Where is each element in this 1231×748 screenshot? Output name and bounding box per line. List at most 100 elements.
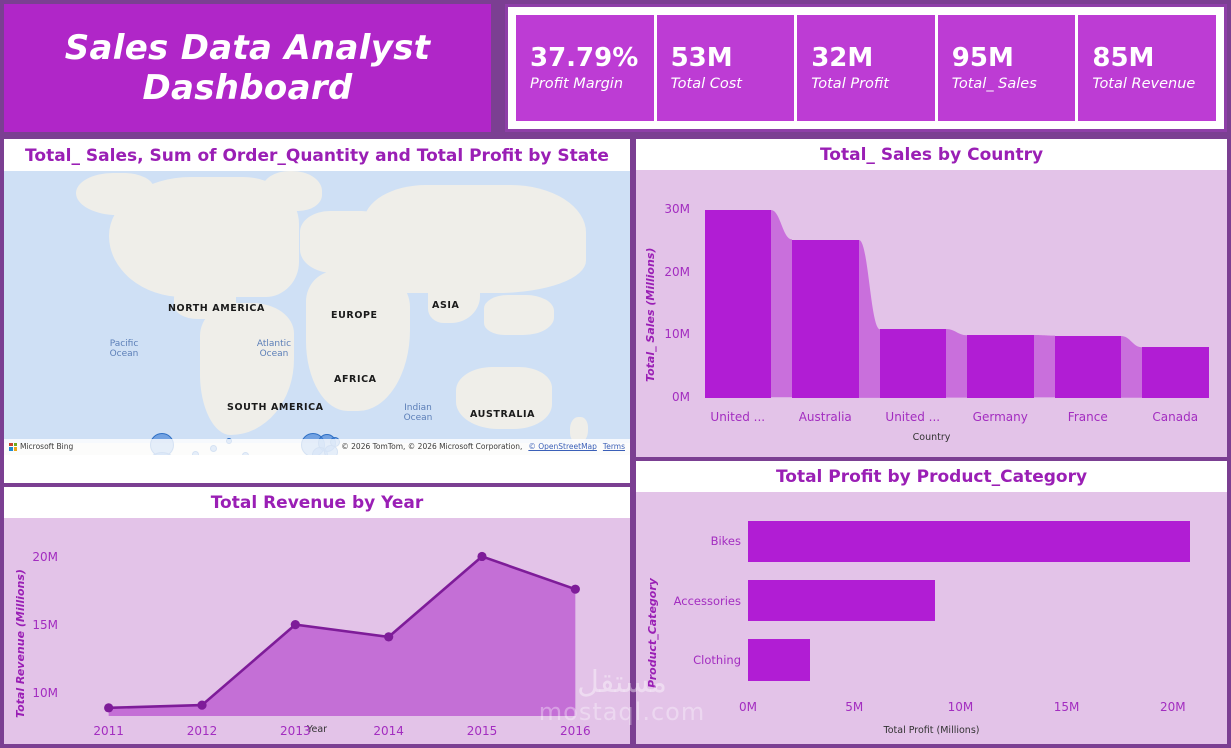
kpi-card-total-cost[interactable]: 53M Total Cost: [656, 15, 798, 121]
land-australia: [456, 366, 552, 429]
map-label-south-america: SOUTH AMERICA: [227, 401, 324, 413]
map-panel-title: Total_ Sales, Sum of Order_Quantity and …: [4, 139, 630, 171]
country-y-tick: 10M: [664, 327, 690, 342]
revenue-point[interactable]: [104, 702, 114, 713]
land-africa: [306, 270, 410, 411]
page-title-line-2: Dashboard: [142, 68, 353, 108]
category-x-tick: 10M: [947, 699, 974, 714]
kpi-value: 95M: [951, 42, 1014, 73]
map-label-africa: AFRICA: [334, 373, 377, 385]
kpi-strip: 37.79% Profit Margin 53M Total Cost 32M …: [516, 15, 1216, 121]
map-label-asia: ASIA: [432, 299, 460, 311]
country-x-tick: Australia: [798, 409, 852, 424]
country-chart-plot[interactable]: Total_ Sales (Millions) Country 0M 10M 20M…: [636, 169, 1227, 457]
revenue-point[interactable]: [384, 632, 394, 642]
map-panel[interactable]: Total_ Sales, Sum of Order_Quantity and …: [4, 139, 630, 483]
kpi-card-total-revenue[interactable]: 85M Total Revenue: [1078, 15, 1216, 121]
revenue-chart-plot[interactable]: Total Revenue (Millions) Year 10M 15M 20M 2…: [4, 517, 630, 744]
land-india: [428, 274, 480, 323]
country-x-tick: France: [1067, 409, 1108, 424]
page-title-line-1: Sales Data Analyst: [64, 27, 431, 68]
profit-by-category-panel[interactable]: Total Profit by Product_Category Product…: [636, 461, 1227, 744]
ocean-name-atlantic-2: Ocean: [259, 349, 289, 360]
revenue-x-tick: 2011: [93, 723, 124, 738]
revenue-point[interactable]: [477, 551, 487, 561]
category-x-tick: 5M: [845, 699, 864, 714]
category-x-tick: 15M: [1053, 699, 1080, 714]
kpi-label: Total Profit: [811, 75, 889, 92]
ocean-name-indian: Indian: [404, 402, 432, 413]
country-bar[interactable]: [1142, 347, 1209, 398]
map-label-pacific-ocean: Pacific Ocean: [100, 339, 148, 360]
country-ribbon: [858, 239, 880, 398]
bing-logo-text: Microsoft Bing: [20, 442, 74, 452]
country-x-tick: Germany: [972, 409, 1028, 424]
bing-squares-icon: [9, 442, 17, 451]
country-ribbon: [946, 329, 967, 398]
revenue-point[interactable]: [290, 619, 300, 629]
bing-logo[interactable]: Microsoft Bing: [9, 442, 73, 451]
revenue-point[interactable]: [570, 584, 580, 594]
kpi-card-total-sales[interactable]: 95M Total_ Sales: [937, 15, 1079, 121]
category-y-tick: Accessories: [673, 593, 741, 608]
category-chart-plot[interactable]: Product_Category Total Profit (Millions)…: [636, 491, 1227, 744]
country-x-axis-label: Country: [912, 431, 951, 443]
category-bar[interactable]: [748, 639, 810, 681]
category-chart-title: Total Profit by Product_Category: [636, 461, 1227, 492]
map-label-north-america: NORTH AMERICA: [168, 302, 265, 314]
kpi-label: Total_ Sales: [951, 75, 1037, 92]
revenue-x-tick: 2016: [560, 723, 591, 738]
country-y-tick: 30M: [664, 202, 690, 217]
country-bar[interactable]: [792, 239, 859, 398]
revenue-x-axis-label: Year: [306, 723, 328, 735]
land-south-america: [200, 302, 294, 435]
kpi-card-total-profit[interactable]: 32M Total Profit: [797, 15, 938, 121]
revenue-line-svg: [104, 551, 580, 716]
country-bar[interactable]: [1054, 335, 1121, 398]
land-alaska: [76, 172, 154, 215]
kpi-value: 37.79%: [530, 42, 639, 73]
category-bar[interactable]: [748, 579, 935, 622]
map-canvas[interactable]: NORTH AMERICA EUROPE ASIA AFRICA SOUTH A…: [4, 170, 630, 455]
country-x-tick: United ...: [885, 409, 941, 424]
kpi-label: Total Cost: [670, 75, 742, 92]
category-y-tick: Clothing: [693, 653, 741, 668]
kpi-value: 32M: [811, 42, 874, 73]
country-bar[interactable]: [879, 329, 946, 398]
land-greenland: [262, 170, 322, 211]
revenue-area: [108, 556, 576, 716]
openstreetmap-link[interactable]: © OpenStreetMap: [528, 442, 597, 452]
country-ribbon: [771, 210, 792, 398]
dashboard-title-card: Sales Data Analyst Dashboard: [4, 4, 491, 132]
revenue-y-tick: 20M: [32, 549, 58, 564]
header-row: Sales Data Analyst Dashboard 37.79% Prof…: [0, 0, 1231, 136]
map-attribution-text: © 2026 TomTom, © 2026 Microsoft Corporat…: [341, 442, 523, 452]
map-label-europe: EUROPE: [331, 309, 378, 321]
map-label-indian-ocean: Indian Ocean: [396, 403, 440, 424]
revenue-by-year-panel[interactable]: Total Revenue by Year Total Revenue (Mil…: [4, 487, 630, 744]
sales-by-country-panel[interactable]: Total_ Sales by Country Total_ Sales (Mi…: [636, 139, 1227, 457]
kpi-card-profit-margin[interactable]: 37.79% Profit Margin: [516, 15, 657, 121]
category-bar[interactable]: [748, 520, 1190, 563]
ocean-name-atlantic: Atlantic: [256, 338, 292, 349]
category-x-tick: 0M: [739, 699, 757, 714]
revenue-y-tick: 10M: [32, 685, 58, 700]
land-southeast-asia: [484, 294, 554, 335]
kpi-label: Total Revenue: [1092, 75, 1196, 92]
category-y-tick: Bikes: [710, 534, 741, 549]
country-bar[interactable]: [704, 210, 771, 398]
category-x-axis-label: Total Profit (Millions): [883, 724, 980, 736]
kpi-value: 53M: [670, 42, 733, 73]
revenue-line: [108, 554, 576, 709]
map-attribution-right: © 2026 TomTom, © 2026 Microsoft Corporat…: [341, 442, 625, 451]
country-bar[interactable]: [967, 335, 1034, 398]
revenue-point[interactable]: [197, 700, 207, 710]
ocean-name-pacific: Pacific: [109, 338, 139, 349]
kpi-value: 85M: [1092, 42, 1155, 73]
ocean-name-indian-2: Ocean: [403, 413, 433, 424]
category-x-tick: 20M: [1159, 699, 1186, 714]
country-y-tick: 0M: [672, 389, 690, 404]
terms-link[interactable]: Terms: [602, 442, 625, 452]
country-chart-title: Total_ Sales by Country: [636, 139, 1227, 170]
